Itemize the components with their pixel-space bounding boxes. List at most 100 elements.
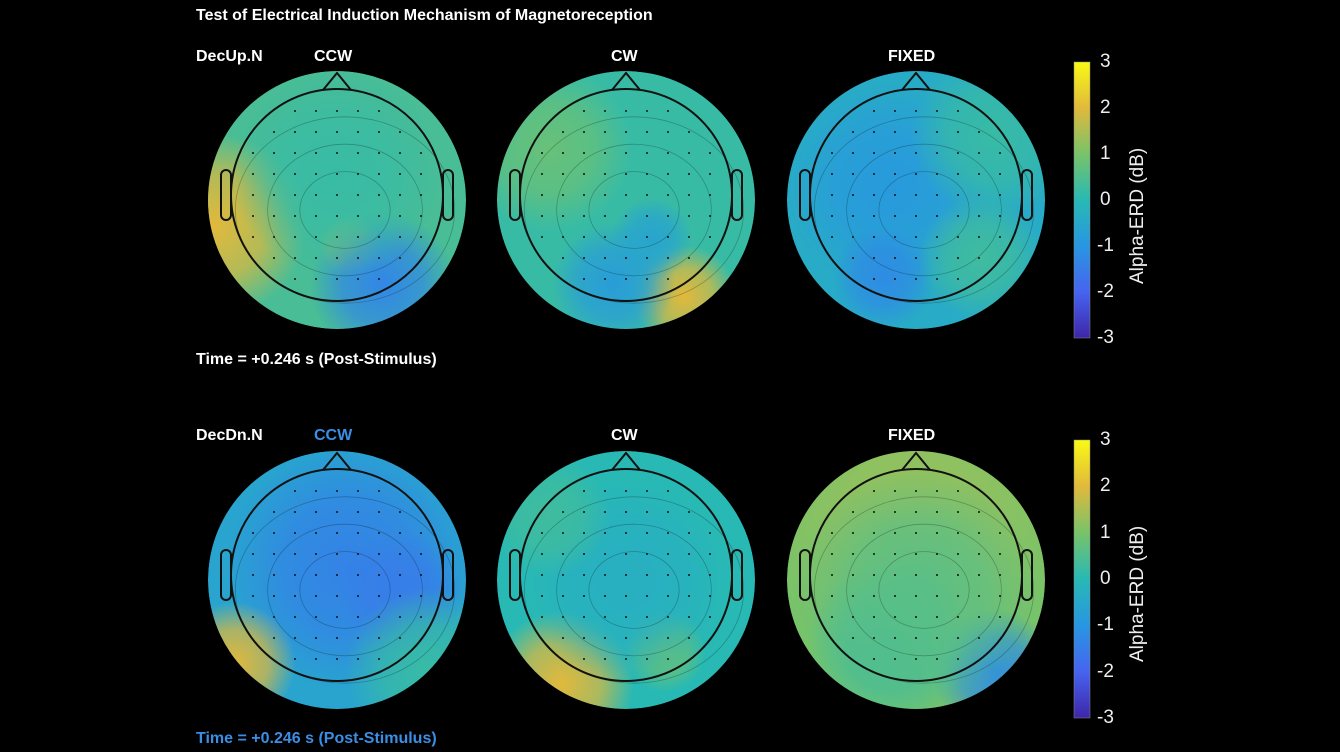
electrode	[688, 215, 690, 217]
electrode	[957, 173, 959, 175]
right-ear	[1021, 549, 1033, 601]
topoplot-DecDn.N-CCW	[208, 451, 466, 709]
electrode	[604, 637, 606, 639]
electrode	[378, 616, 380, 618]
electrode	[273, 553, 275, 555]
electrode	[336, 595, 338, 597]
electrode	[294, 532, 296, 534]
topoplot-DecUp.N-CW	[497, 71, 755, 329]
electrode	[894, 532, 896, 534]
electrode	[336, 278, 338, 280]
electrode	[541, 215, 543, 217]
electrode	[667, 574, 669, 576]
electrode	[399, 616, 401, 618]
activation-region	[208, 601, 296, 709]
electrode	[399, 637, 401, 639]
electrode	[273, 532, 275, 534]
electrode	[604, 490, 606, 492]
colorbar-tick-label: -3	[1097, 327, 1114, 348]
electrode	[420, 152, 422, 154]
electrode	[957, 511, 959, 513]
condition-label: FIXED	[888, 48, 936, 65]
electrode	[978, 215, 980, 217]
electrode	[957, 110, 959, 112]
electrode	[625, 637, 627, 639]
electrode	[252, 595, 254, 597]
electrode	[336, 131, 338, 133]
electrode	[378, 532, 380, 534]
electrode	[294, 595, 296, 597]
electrode	[252, 194, 254, 196]
electrode	[915, 131, 917, 133]
electrode	[894, 194, 896, 196]
electrode	[562, 595, 564, 597]
electrode	[562, 194, 564, 196]
electrode	[294, 194, 296, 196]
condition-label: FIXED	[888, 427, 936, 444]
electrode	[357, 173, 359, 175]
right-ear	[731, 549, 743, 601]
electrode	[688, 194, 690, 196]
electrode	[999, 553, 1001, 555]
row-label: DecUp.N	[196, 48, 263, 65]
electrode	[894, 490, 896, 492]
electrode	[999, 173, 1001, 175]
electrode	[646, 236, 648, 238]
electrode	[957, 574, 959, 576]
right-ear	[442, 169, 454, 221]
electrode	[294, 278, 296, 280]
electrode	[357, 152, 359, 154]
electrode	[873, 595, 875, 597]
electrode	[873, 511, 875, 513]
electrode	[915, 637, 917, 639]
electrode	[315, 173, 317, 175]
electrode	[894, 616, 896, 618]
electrode	[399, 595, 401, 597]
electrode	[294, 152, 296, 154]
electrode	[583, 152, 585, 154]
electrode	[709, 553, 711, 555]
electrode	[315, 236, 317, 238]
electrode	[583, 194, 585, 196]
electrode	[378, 110, 380, 112]
electrode	[936, 173, 938, 175]
electrode	[873, 278, 875, 280]
colorbar-tick-label: 1	[1100, 521, 1111, 543]
electrode	[399, 173, 401, 175]
electrode	[957, 553, 959, 555]
nose-outline	[611, 451, 641, 471]
colorbar	[1073, 439, 1091, 719]
electrode	[873, 490, 875, 492]
electrode	[894, 637, 896, 639]
electrode	[688, 152, 690, 154]
electrode	[667, 215, 669, 217]
colorbar-tick-label: -1	[1097, 235, 1114, 256]
electrode	[420, 236, 422, 238]
electrode	[541, 194, 543, 196]
electrode	[709, 236, 711, 238]
colorbar-label: Alpha-ERD (dB)	[1127, 147, 1148, 284]
electrode	[625, 131, 627, 133]
electrode	[541, 595, 543, 597]
colorbar-tick-label: 0	[1100, 189, 1111, 210]
electrode	[625, 490, 627, 492]
electrode	[273, 616, 275, 618]
electrode	[357, 595, 359, 597]
electrode	[420, 215, 422, 217]
condition-label: CCW	[314, 48, 353, 65]
electrode	[978, 257, 980, 259]
electrode	[273, 257, 275, 259]
electrode	[604, 131, 606, 133]
electrode	[936, 152, 938, 154]
left-ear	[509, 169, 521, 221]
right-ear	[442, 549, 454, 601]
electrode	[541, 173, 543, 175]
electrode	[294, 616, 296, 618]
electrode	[999, 194, 1001, 196]
electrode	[399, 131, 401, 133]
colorbar-tick-label: 3	[1100, 51, 1111, 72]
electrode	[604, 574, 606, 576]
electrode	[604, 194, 606, 196]
electrode	[894, 215, 896, 217]
electrode	[315, 490, 317, 492]
